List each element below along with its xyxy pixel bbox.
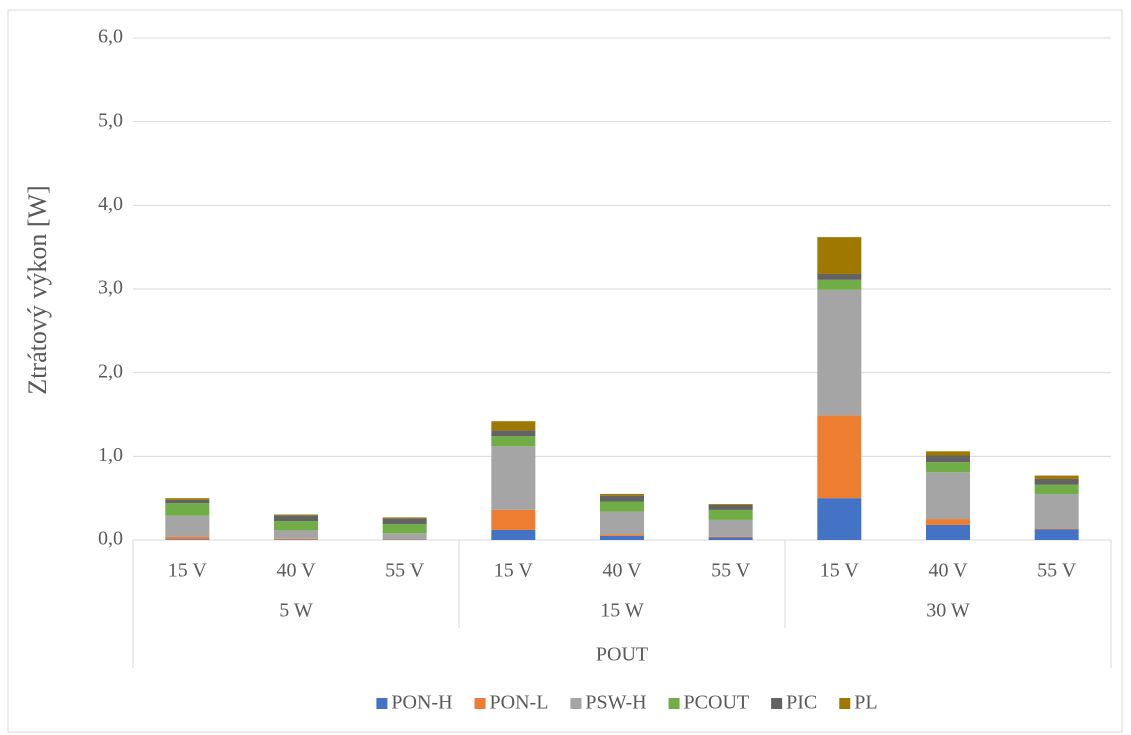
bar-segment xyxy=(1034,493,1079,529)
bar-segment xyxy=(600,535,644,540)
x-tick-label: 15 V xyxy=(820,560,860,582)
bar-segment xyxy=(274,514,318,516)
bar-segment xyxy=(817,273,862,280)
bar-segment xyxy=(165,515,210,537)
bar-segment xyxy=(1034,529,1079,540)
y-tick-label: 4,0 xyxy=(98,193,123,215)
bar-segment xyxy=(708,536,753,538)
legend-label: PSW-H xyxy=(585,692,646,714)
chart-frame xyxy=(7,9,1123,733)
bar-segment xyxy=(926,462,970,473)
bar-segment xyxy=(165,499,210,504)
bar-segment xyxy=(708,504,753,510)
x-tick-label: 55 V xyxy=(1037,560,1077,582)
bar-segment xyxy=(491,430,536,437)
x-tick-label: 55 V xyxy=(385,560,425,582)
bar-segment xyxy=(491,436,536,447)
bar-segment xyxy=(817,289,862,416)
legend-swatch xyxy=(570,698,582,709)
y-tick-label: 5,0 xyxy=(98,109,123,131)
legend-swatch xyxy=(376,698,388,709)
x-tick-label: 55 V xyxy=(711,560,751,582)
bar-segment xyxy=(165,498,210,500)
bar-segment xyxy=(817,237,862,274)
bar-segment xyxy=(491,446,536,510)
legend-swatch xyxy=(839,698,851,709)
bar-segment xyxy=(491,509,536,530)
legend-label: PL xyxy=(854,692,877,714)
y-tick-label: 3,0 xyxy=(98,277,123,299)
bar-segment xyxy=(817,498,862,540)
bar-segment xyxy=(926,451,970,456)
x-tick-label: 15 V xyxy=(168,560,208,582)
bar-segment xyxy=(165,536,210,540)
bar-segment xyxy=(708,537,753,540)
bar-segment xyxy=(382,517,427,519)
bar-segment xyxy=(165,503,210,516)
y-tick-label: 0,0 xyxy=(98,528,123,550)
x-tick-label: 15 V xyxy=(494,560,534,582)
y-axis-label: Ztrátový výkon [W] xyxy=(23,185,52,394)
bar-segment xyxy=(491,529,536,540)
group-label: 30 W xyxy=(926,600,970,622)
bar-segment xyxy=(926,472,970,520)
bar-segment xyxy=(600,511,644,535)
bar-segment xyxy=(1034,475,1079,479)
y-tick-label: 1,0 xyxy=(98,444,123,466)
bar-segment xyxy=(382,524,427,534)
x-tick-label: 40 V xyxy=(928,560,968,582)
bar-segment xyxy=(926,524,970,540)
bar-segment xyxy=(600,493,644,496)
x-tick-label: 40 V xyxy=(602,560,642,582)
bar-segment xyxy=(274,515,318,522)
group-label: 15 W xyxy=(600,600,644,622)
legend-label: PON-H xyxy=(391,692,452,714)
x-axis-label: POUT xyxy=(596,644,648,666)
legend-label: PCOUT xyxy=(684,692,750,714)
bar-segment xyxy=(926,455,970,463)
group-label: 5 W xyxy=(279,600,313,622)
bar-segment xyxy=(1034,478,1079,485)
y-tick-label: 6,0 xyxy=(98,26,123,48)
bar-segment xyxy=(382,533,427,540)
bar-segment xyxy=(600,534,644,536)
bar-segment xyxy=(165,539,210,540)
bar-segment xyxy=(274,521,318,531)
bar-segment xyxy=(382,518,427,525)
bar-segment xyxy=(491,421,536,431)
bar-segment xyxy=(708,509,753,520)
bar-segment xyxy=(817,279,862,290)
bar-segment xyxy=(1034,528,1079,530)
bar-segment xyxy=(274,538,318,540)
bar-segment xyxy=(1034,484,1079,494)
legend-swatch xyxy=(668,698,680,709)
y-tick-label: 2,0 xyxy=(98,360,123,382)
legend-swatch xyxy=(771,698,783,709)
bar-segment xyxy=(817,415,862,499)
legend-label: PON-L xyxy=(490,692,549,714)
bar-segment xyxy=(708,504,753,505)
bar-segment xyxy=(926,519,970,525)
x-tick-label: 40 V xyxy=(276,560,316,582)
bar-segment xyxy=(600,495,644,502)
legend-swatch xyxy=(474,698,486,709)
bar-segment xyxy=(600,501,644,512)
bar-segment xyxy=(708,519,753,537)
legend-label: PIC xyxy=(786,692,817,714)
bar-segment xyxy=(274,530,318,539)
